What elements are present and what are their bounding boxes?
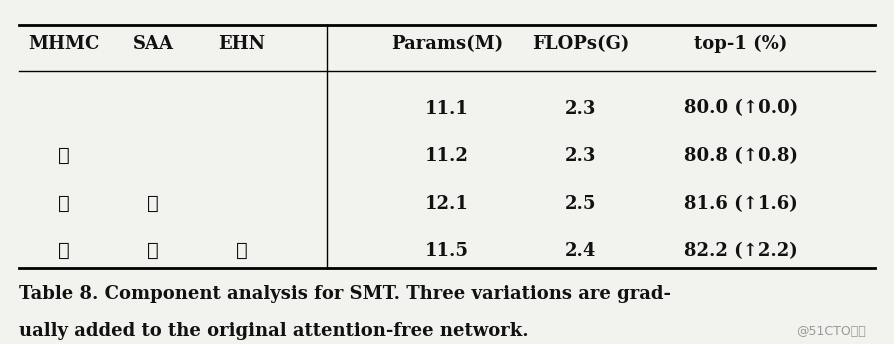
Text: FLOPs(G): FLOPs(G): [532, 35, 629, 53]
Text: 80.0 (↑0.0): 80.0 (↑0.0): [684, 99, 798, 118]
Text: Params(M): Params(M): [391, 35, 503, 53]
Text: Table 8. Component analysis for SMT. Three variations are grad-: Table 8. Component analysis for SMT. Thr…: [19, 285, 671, 303]
Text: EHN: EHN: [218, 35, 266, 53]
Text: 2.5: 2.5: [565, 195, 596, 213]
Text: 2.3: 2.3: [565, 147, 596, 165]
Text: ✓: ✓: [58, 147, 70, 165]
Text: ✓: ✓: [58, 243, 70, 260]
Text: 12.1: 12.1: [425, 195, 469, 213]
Text: @51CTO博客: @51CTO博客: [797, 325, 866, 338]
Text: 2.3: 2.3: [565, 99, 596, 118]
Text: 11.5: 11.5: [425, 243, 469, 260]
Text: 81.6 (↑1.6): 81.6 (↑1.6): [684, 195, 798, 213]
Text: ✓: ✓: [147, 195, 159, 213]
Text: ually added to the original attention-free network.: ually added to the original attention-fr…: [19, 322, 529, 340]
Text: ✓: ✓: [147, 243, 159, 260]
Text: 82.2 (↑2.2): 82.2 (↑2.2): [684, 243, 798, 260]
Text: ✓: ✓: [236, 243, 248, 260]
Text: SAA: SAA: [132, 35, 173, 53]
Text: 80.8 (↑0.8): 80.8 (↑0.8): [684, 147, 798, 165]
Text: 2.4: 2.4: [565, 243, 596, 260]
Text: 11.1: 11.1: [425, 99, 469, 118]
Text: MHMC: MHMC: [28, 35, 99, 53]
Text: 11.2: 11.2: [425, 147, 469, 165]
Text: top-1 (%): top-1 (%): [695, 35, 788, 53]
Text: ✓: ✓: [58, 195, 70, 213]
